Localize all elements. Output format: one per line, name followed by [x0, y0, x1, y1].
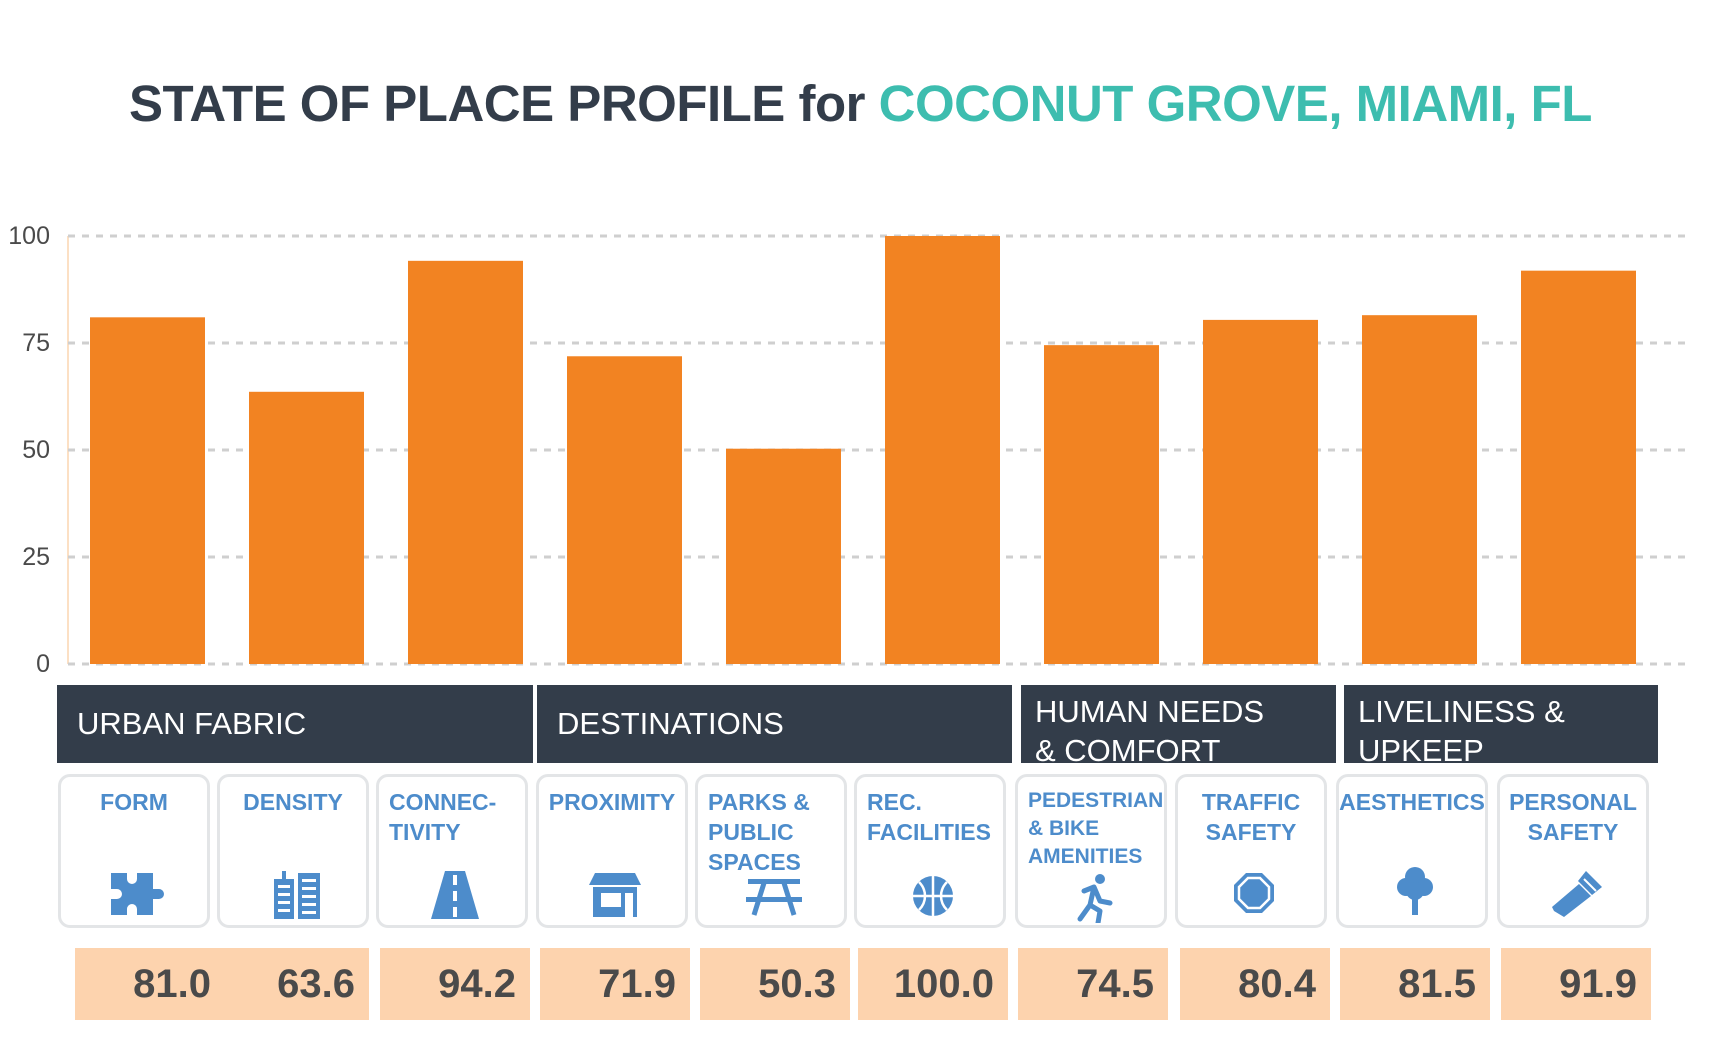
bar-aesthetics [1362, 315, 1477, 664]
bar-form [90, 317, 205, 664]
category-destinations: DESTINATIONS [537, 685, 1012, 763]
runner-icon [1077, 874, 1113, 923]
y-axis-ticks: 0 25 50 75 100 [8, 222, 50, 678]
metric-card-rec-facilities: REC. FACILITIES [854, 774, 1006, 928]
score-pedestrian: 74.5 [1018, 948, 1168, 1020]
metric-card-density: DENSITY [217, 774, 369, 928]
metric-card-aesthetics: AESTHETICS [1336, 774, 1488, 928]
y-tick-label: 100 [8, 222, 50, 250]
bar-parks-public-spaces [726, 448, 841, 664]
metric-card-traffic-safety: TRAFFIC SAFETY [1175, 774, 1327, 928]
title-place: COCONUT GROVE, MIAMI, FL [878, 75, 1593, 132]
picnic-table-icon [746, 879, 802, 916]
buildings-icon [274, 871, 320, 919]
score-parks: 50.3 [700, 948, 850, 1020]
y-tick-label: 25 [22, 543, 50, 571]
tree-icon [1397, 867, 1433, 915]
score-connectivity: 94.2 [380, 948, 530, 1020]
metric-card-parks: PARKS & PUBLIC SPACES [695, 774, 847, 928]
bar-pedestrian-bike-amenities [1044, 345, 1159, 664]
puzzle-icon [111, 873, 164, 915]
score-aesthetics: 81.5 [1340, 948, 1490, 1020]
score-personal-safety: 91.9 [1501, 948, 1651, 1020]
page-title: STATE OF PLACE PROFILE for COCONUT GROVE… [0, 74, 1721, 133]
y-tick-label: 50 [22, 436, 50, 464]
bar-connectivity [408, 260, 523, 664]
basketball-icon [913, 876, 953, 916]
bar-rec-facilities [885, 236, 1000, 664]
metric-card-connectivity: CONNEC- TIVITY [376, 774, 528, 928]
category-human-needs: HUMAN NEEDS & COMFORT [1021, 685, 1336, 768]
metric-card-personal-safety: PERSONAL SAFETY [1497, 774, 1649, 928]
score-density: 63.6 [219, 948, 369, 1020]
score-form: 81.0 [75, 948, 225, 1020]
bar-traffic-safety [1203, 319, 1318, 664]
y-tick-label: 75 [22, 329, 50, 357]
storefront-icon [589, 873, 641, 917]
y-tick-label: 0 [36, 650, 50, 678]
metric-card-proximity: PROXIMITY [536, 774, 688, 928]
score-rec-facilities: 100.0 [858, 948, 1008, 1020]
metric-card-pedestrian: PEDESTRIAN & BIKE AMENITIES [1015, 774, 1167, 928]
title-main: STATE OF PLACE PROFILE for [129, 75, 879, 132]
metric-card-form: FORM [58, 774, 210, 928]
bar-proximity [567, 356, 682, 664]
bar-personal-safety [1521, 270, 1636, 664]
category-urban-fabric: URBAN FABRIC [57, 685, 533, 763]
score-proximity: 71.9 [540, 948, 690, 1020]
score-traffic-safety: 80.4 [1180, 948, 1330, 1020]
category-liveliness: LIVELINESS & UPKEEP [1344, 685, 1658, 768]
bars [90, 236, 1636, 664]
bar-chart: 0 25 50 75 100 [8, 222, 1690, 678]
road-icon [431, 871, 479, 919]
flashlight-icon [1552, 871, 1602, 917]
stop-sign-icon [1234, 873, 1274, 913]
bar-density [249, 391, 364, 664]
